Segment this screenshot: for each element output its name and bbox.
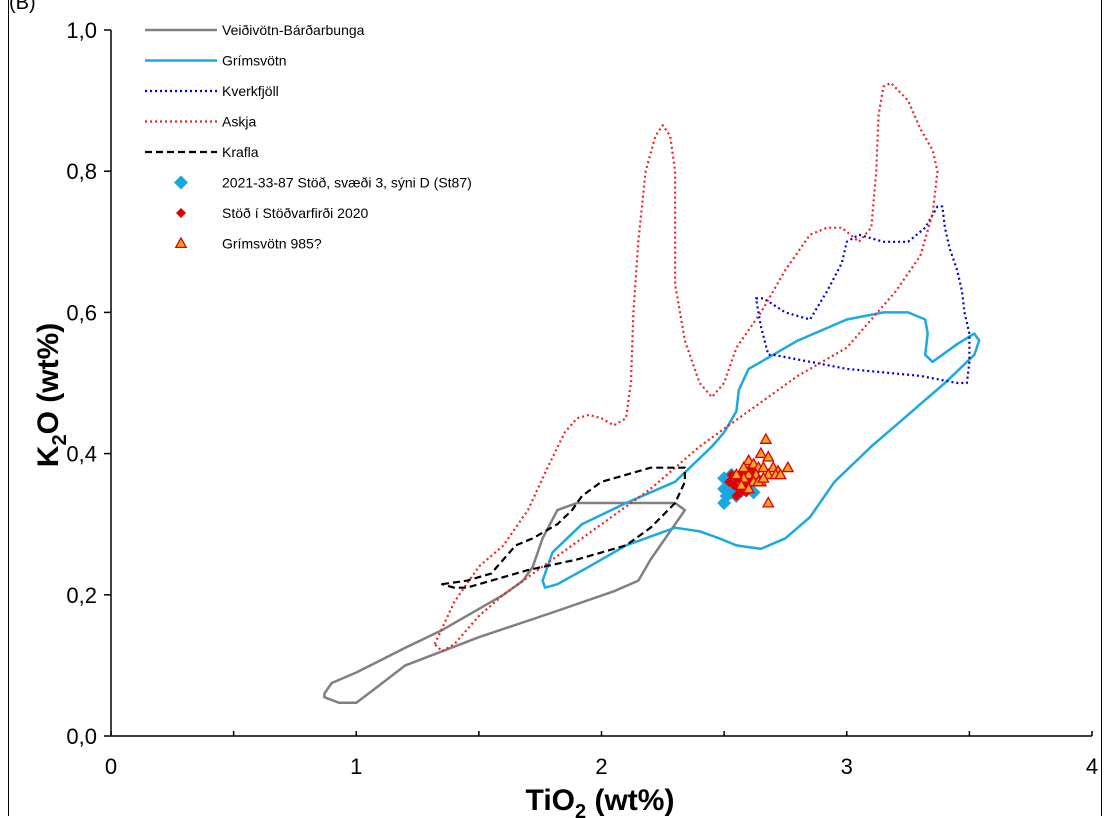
- data-point: [754, 446, 768, 459]
- data-point: [734, 478, 748, 490]
- legend-label: Grímsvötn: [222, 53, 287, 69]
- legend-label: Askja: [222, 114, 256, 130]
- y-tick-label: 0,2: [66, 583, 97, 608]
- y-axis-title-sub: 2: [49, 434, 71, 445]
- legend-label: Stöð í Stöðvarfirði 2020: [222, 205, 369, 221]
- y-axis-title: K2O (wt%): [32, 323, 71, 467]
- data-point: [731, 490, 742, 501]
- data-point: [781, 460, 795, 473]
- y-tick-label: 1,0: [66, 18, 97, 43]
- legend-marker: [176, 208, 186, 218]
- y-tick-label: 0,6: [66, 300, 97, 325]
- panel-label: (B): [9, 0, 36, 14]
- data-point: [737, 460, 751, 473]
- x-tick-label: 4: [1086, 754, 1098, 779]
- legend-label: Kverkfjöll: [222, 83, 279, 99]
- data-point: [761, 496, 775, 508]
- legend-marker: [174, 175, 188, 190]
- legend-label: Veiðivötn-Bárðarbunga: [222, 22, 365, 38]
- y-tick-label: 0,0: [66, 724, 97, 749]
- ticks: 0,0 0,2 0,4 0,6 0,8 1,0 0 1 2 3 4: [66, 18, 1098, 779]
- x-tick-label: 1: [350, 754, 362, 779]
- legend-label: Grímsvötn 985?: [222, 236, 322, 252]
- legend: Veiðivötn-Bárðarbunga Grímsvötn Kverkfjöll…: [145, 22, 472, 252]
- x-tick-label: 2: [595, 754, 607, 779]
- y-tick-label: 0,4: [66, 442, 97, 467]
- field-outline-kverkfj-ll: [754, 205, 971, 385]
- field-outline-gr-msv-tn: [541, 311, 981, 589]
- field-outline-askja: [433, 81, 939, 653]
- data-point: [742, 482, 755, 494]
- legend-label: 2021-33-87 Stöð, svæði 3, sýni D (St87): [222, 175, 472, 191]
- data-point: [759, 432, 773, 444]
- points: [717, 432, 795, 511]
- x-axis-title-main: TiO: [526, 784, 575, 817]
- data-point: [757, 471, 770, 483]
- x-axis-title-suffix: (wt%): [586, 784, 674, 817]
- legend-label: Krafla: [222, 144, 259, 160]
- legend-marker: [174, 236, 188, 248]
- x-axis-title-sub: 2: [575, 801, 586, 818]
- y-tick-label: 0,8: [66, 159, 97, 184]
- fields: [323, 81, 981, 705]
- y-axis-title-main: K: [32, 445, 65, 467]
- x-tick-label: 3: [841, 754, 853, 779]
- y-axis-title-suffix: O (wt%): [32, 323, 65, 435]
- plot-frame: (B): [8, 0, 1102, 816]
- field-outline-vei-iv-tn-b-r-arbunga: [323, 501, 687, 705]
- x-tick-label: 0: [105, 754, 117, 779]
- field-outline-krafla: [441, 466, 686, 589]
- data-point: [730, 467, 743, 480]
- data-point: [761, 450, 775, 462]
- data-point: [774, 467, 787, 480]
- x-axis-title: TiO2 (wt%): [526, 784, 675, 818]
